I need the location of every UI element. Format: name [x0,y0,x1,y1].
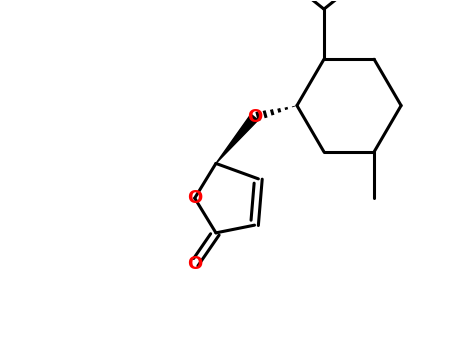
Text: O: O [187,189,202,207]
Text: O: O [187,255,202,273]
Polygon shape [216,114,258,163]
Text: O: O [247,108,262,126]
